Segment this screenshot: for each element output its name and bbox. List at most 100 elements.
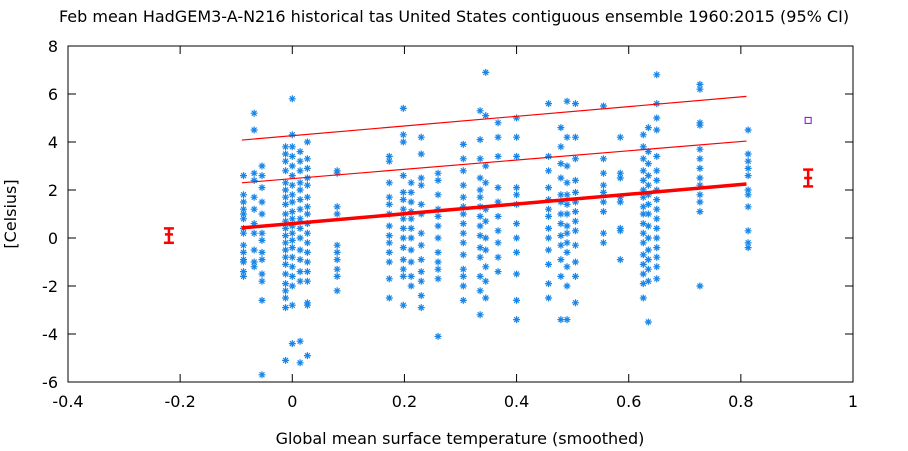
data-point <box>303 210 311 218</box>
data-point <box>399 188 407 196</box>
data-point <box>296 268 304 276</box>
data-point <box>303 229 311 237</box>
data-point <box>644 256 652 264</box>
data-point <box>616 169 624 177</box>
data-point <box>639 155 647 163</box>
data-point <box>696 181 704 189</box>
data-point <box>399 104 407 112</box>
data-point <box>571 217 579 225</box>
data-point <box>296 256 304 264</box>
data-point <box>644 222 652 230</box>
data-point <box>476 107 484 115</box>
data-point <box>696 80 704 88</box>
data-point <box>599 208 607 216</box>
data-point <box>653 71 661 79</box>
data-point <box>240 272 248 280</box>
data-point <box>653 152 661 160</box>
data-point <box>399 205 407 213</box>
data-point <box>644 277 652 285</box>
data-point <box>476 155 484 163</box>
data-point <box>599 155 607 163</box>
data-point <box>303 352 311 360</box>
data-point <box>653 224 661 232</box>
data-point <box>434 248 442 256</box>
data-point <box>258 277 266 285</box>
chart-title: Feb mean HadGEM3-A-N216 historical tas U… <box>59 7 849 26</box>
data-point <box>513 270 521 278</box>
data-point <box>616 256 624 264</box>
data-point <box>644 234 652 242</box>
data-point <box>494 184 502 192</box>
data-point <box>476 232 484 240</box>
data-point <box>385 232 393 240</box>
data-point <box>434 212 442 220</box>
data-point <box>434 176 442 184</box>
data-point <box>639 280 647 288</box>
data-point <box>513 316 521 324</box>
data-point <box>385 258 393 266</box>
data-point <box>258 229 266 237</box>
data-point <box>476 222 484 230</box>
data-point <box>459 210 467 218</box>
data-point <box>563 222 571 230</box>
data-point <box>434 222 442 230</box>
data-point <box>296 167 304 175</box>
data-point <box>696 174 704 182</box>
data-point <box>303 138 311 146</box>
data-point <box>644 148 652 156</box>
x-tick-label: 0.4 <box>504 392 529 411</box>
data-point <box>417 277 425 285</box>
data-point <box>545 260 553 268</box>
data-point <box>616 174 624 182</box>
data-point <box>407 215 415 223</box>
data-point <box>557 210 565 218</box>
data-point <box>744 244 752 252</box>
data-point <box>417 174 425 182</box>
data-point <box>333 287 341 295</box>
data-point <box>399 196 407 204</box>
data-point <box>563 191 571 199</box>
data-point <box>288 95 296 103</box>
data-point <box>644 124 652 132</box>
data-point <box>385 239 393 247</box>
data-point <box>417 292 425 300</box>
data-point <box>696 145 704 153</box>
data-point <box>482 234 490 242</box>
data-point <box>385 157 393 165</box>
data-point <box>563 162 571 170</box>
data-point <box>653 126 661 134</box>
data-point <box>333 210 341 218</box>
data-point <box>482 294 490 302</box>
data-point <box>644 265 652 273</box>
data-point <box>288 253 296 261</box>
data-point <box>399 224 407 232</box>
data-point <box>557 191 565 199</box>
x-tick-label: -0.2 <box>165 392 196 411</box>
data-point <box>744 203 752 211</box>
data-point <box>639 203 647 211</box>
data-point <box>744 150 752 158</box>
data-point <box>250 246 258 254</box>
data-point <box>571 272 579 280</box>
x-tick-label: 0 <box>287 392 297 411</box>
y-tick-label: -2 <box>42 277 58 296</box>
data-point <box>696 208 704 216</box>
data-point <box>639 210 647 218</box>
data-point <box>296 246 304 254</box>
data-point <box>407 188 415 196</box>
data-point <box>250 169 258 177</box>
data-point <box>563 210 571 218</box>
data-point <box>417 256 425 264</box>
data-point <box>303 164 311 172</box>
data-point <box>459 296 467 304</box>
data-point <box>476 244 484 252</box>
data-point <box>258 296 266 304</box>
data-point <box>644 318 652 326</box>
data-point <box>563 200 571 208</box>
data-point <box>385 152 393 160</box>
data-point <box>744 227 752 235</box>
data-point <box>434 332 442 340</box>
data-point <box>303 301 311 309</box>
data-point <box>407 224 415 232</box>
data-point <box>282 294 290 302</box>
